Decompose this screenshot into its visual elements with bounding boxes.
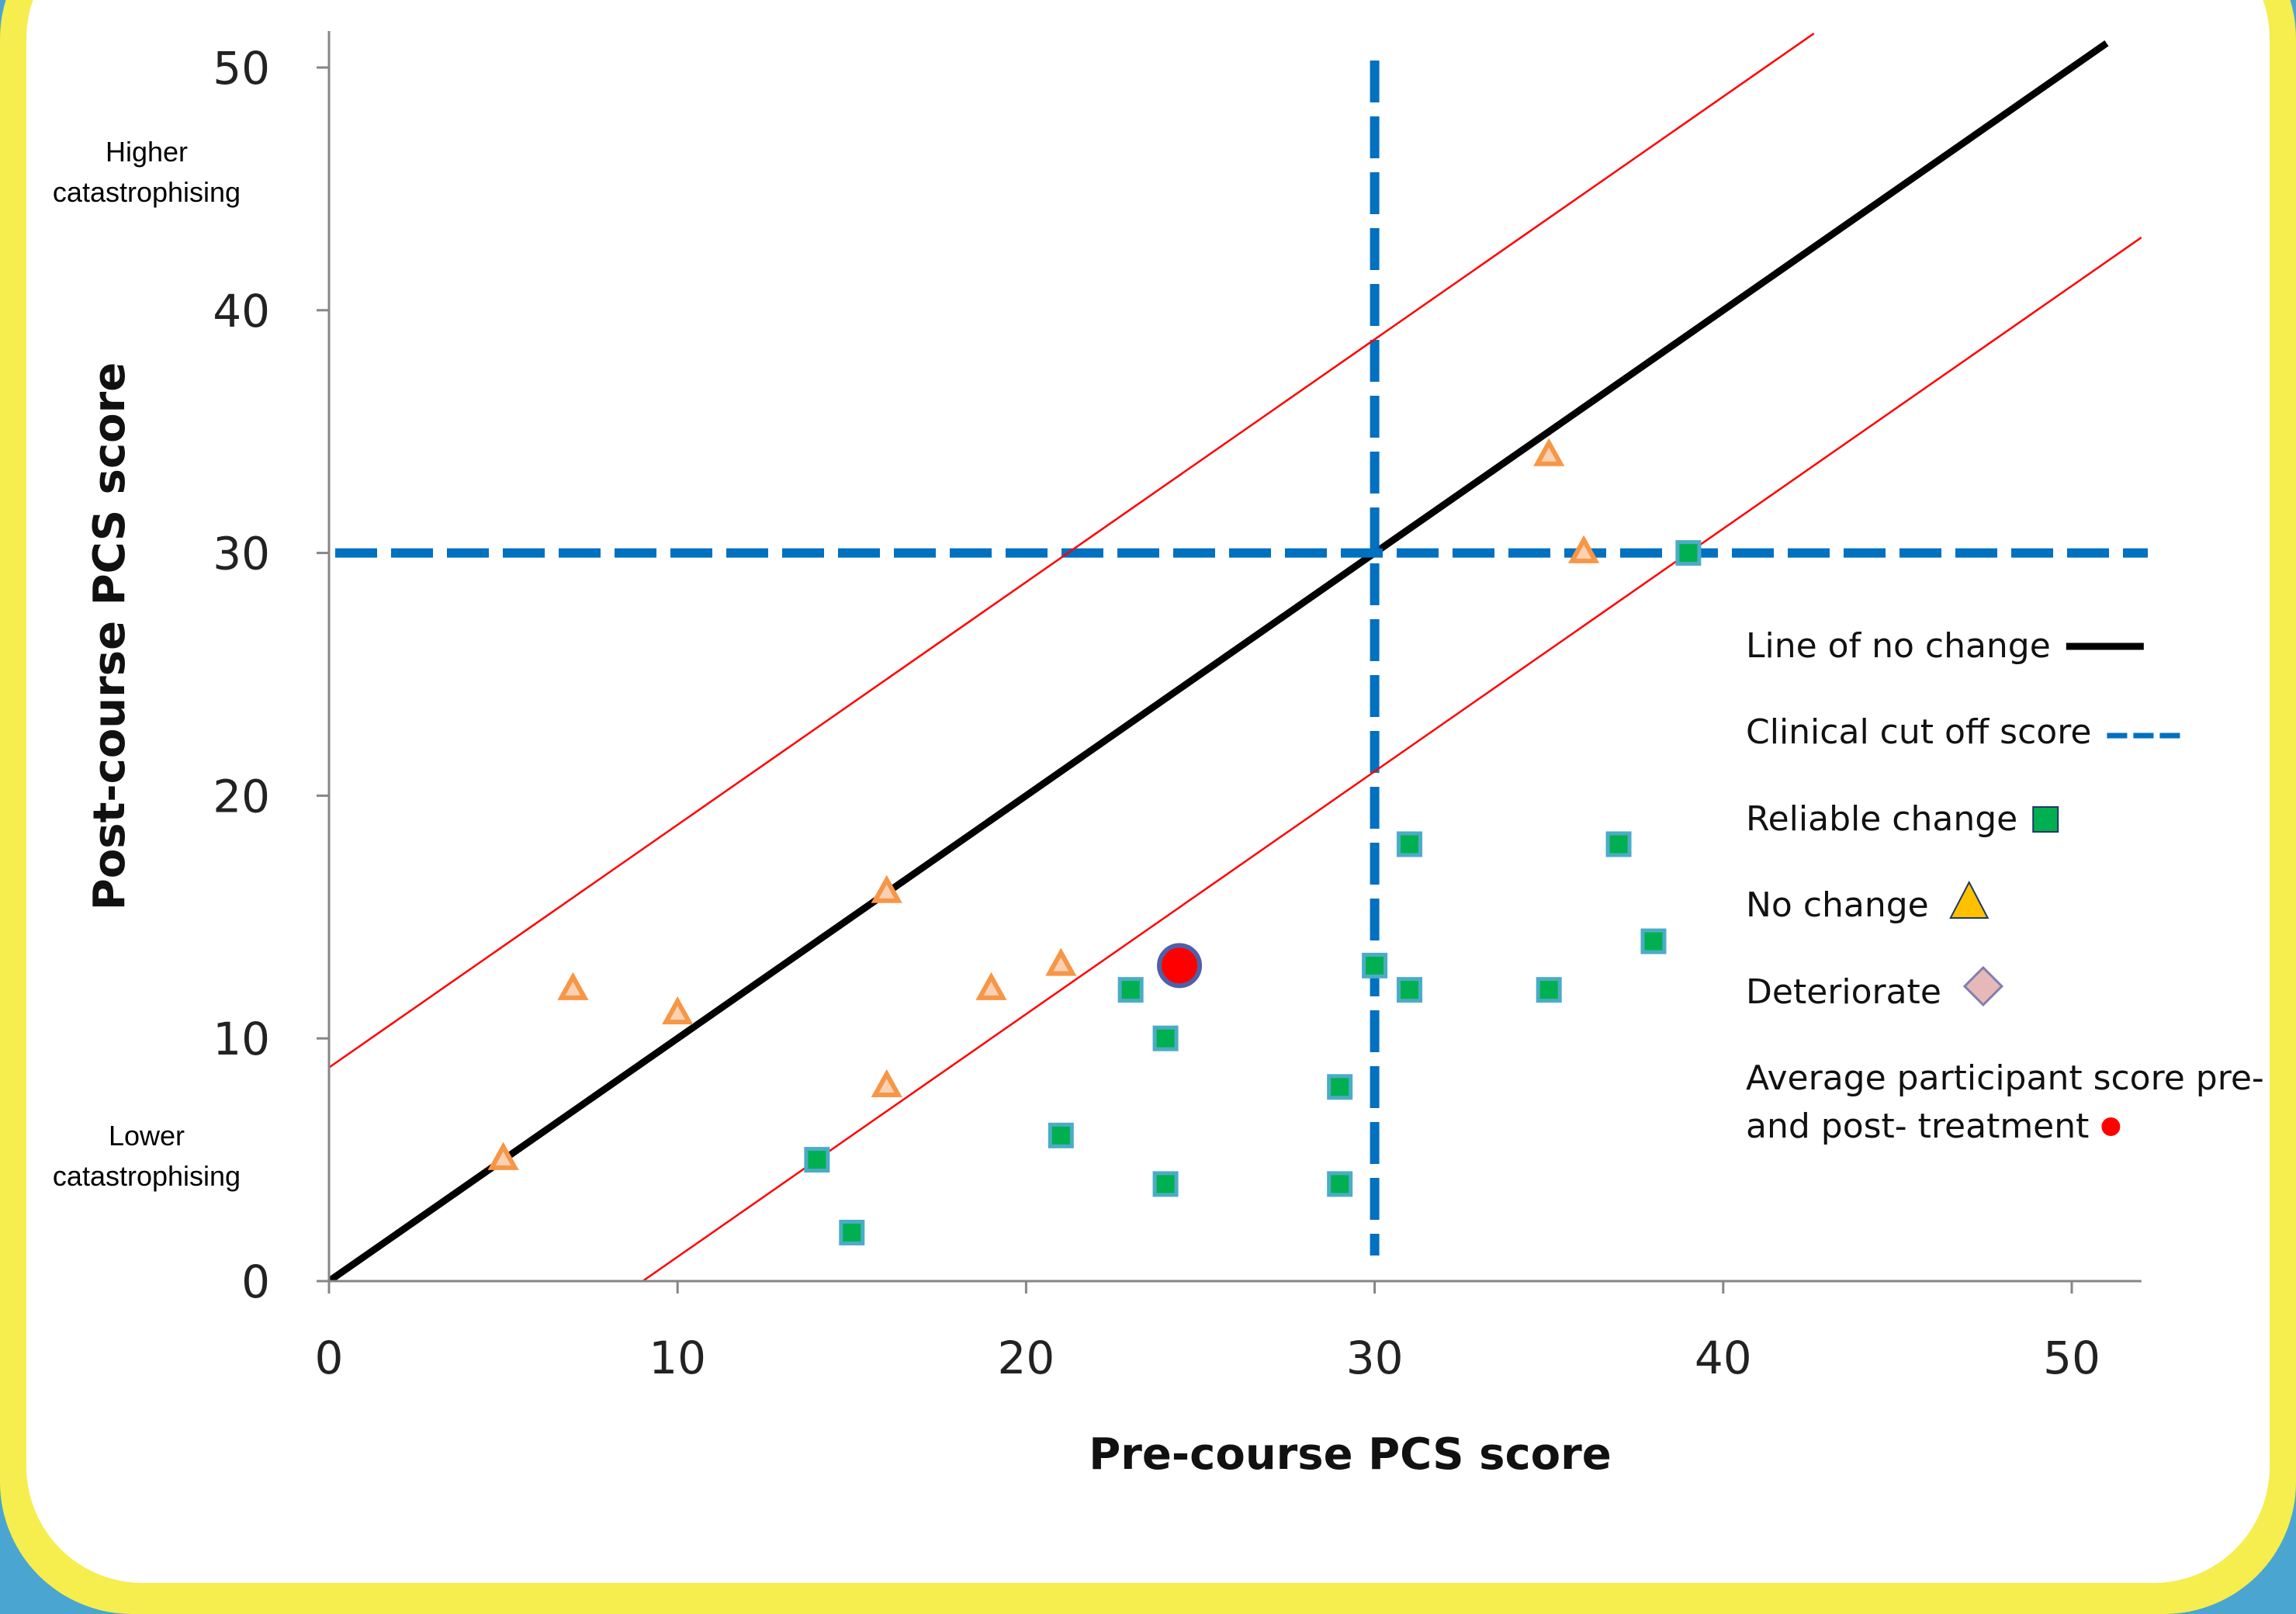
y-tick-label-10: 10: [213, 1013, 270, 1065]
point-square-4: [1152, 1025, 1179, 1051]
legend-label-circle-line1: Average participant score pre-: [1746, 1058, 2264, 1098]
legend-label-diamond: Deteriorate: [1746, 972, 1941, 1012]
point-triangle-8: [1568, 535, 1600, 563]
point-triangle-1: [557, 972, 589, 1000]
y-tick-label-50: 50: [213, 42, 270, 95]
point-square-7: [1327, 1171, 1353, 1197]
lower-catastrophising-note: Lower catastrophising: [34, 1116, 259, 1197]
point-triangle-7: [1533, 438, 1565, 466]
point-square-12: [1605, 831, 1632, 857]
point-square-2: [1048, 1122, 1074, 1148]
point-square-0: [804, 1147, 830, 1173]
reliable-change-upper-bound-3: [329, 33, 1815, 1068]
line-of-no-change-0: [329, 40, 2109, 1281]
point-square-14: [1675, 540, 1702, 566]
reliable-change-lower-bound-4: [642, 236, 2142, 1281]
x-tick-label-50: 50: [2043, 1332, 2100, 1384]
point-triangle-5: [975, 972, 1007, 1000]
point-square-8: [1362, 952, 1388, 978]
x-axis-title: Pre-course PCS score: [1089, 1429, 1611, 1475]
point-circle-0: [1157, 943, 1203, 989]
legend-symbol-circle: [2101, 1117, 2121, 1136]
point-triangle-2: [662, 996, 694, 1025]
legend-symbol-diamond: [1962, 965, 2004, 1007]
point-triangle-3: [871, 875, 902, 903]
x-tick-label-30: 30: [1346, 1332, 1404, 1384]
legend-label-line: Line of no change: [1746, 626, 2051, 666]
x-tick-label-0: 0: [315, 1332, 344, 1384]
x-tick-label-10: 10: [649, 1332, 706, 1384]
higher-note-line2: catastrophising: [52, 176, 241, 208]
point-square-9: [1397, 831, 1423, 857]
y-tick-label-0: 0: [241, 1256, 270, 1308]
legend-symbol-triangle: [1949, 880, 1990, 919]
point-square-5: [1152, 1171, 1179, 1197]
point-triangle-0: [487, 1141, 519, 1170]
x-tick-label-40: 40: [1695, 1332, 1752, 1384]
point-square-13: [1640, 928, 1667, 954]
legend-label-square: Reliable change: [1746, 799, 2017, 839]
pcs-scatter-chart: 0 10 20 30 40 50 0 10 20 30 40 50 Pre-course PCS sco…: [85, 31, 2264, 1475]
y-tick-label-40: 40: [213, 285, 270, 338]
lower-note-line2: catastrophising: [52, 1160, 241, 1192]
y-tick-label-30: 30: [213, 528, 270, 580]
higher-catastrophising-note: Higher catastrophising: [34, 132, 259, 213]
y-tick-label-20: 20: [213, 770, 270, 823]
point-triangle-6: [1045, 947, 1077, 976]
point-triangle-4: [871, 1068, 902, 1098]
legend-label-triangle: No change: [1746, 885, 1929, 925]
point-square-10: [1397, 977, 1423, 1003]
x-tick-label-20: 20: [997, 1332, 1054, 1384]
higher-note-line1: Higher: [105, 136, 189, 168]
point-square-6: [1327, 1074, 1353, 1100]
legend-label-circle-line2: and post- treatment: [1746, 1107, 2089, 1146]
legend-label-dash: Clinical cut off score: [1746, 712, 2091, 752]
lower-note-line1: Lower: [108, 1120, 185, 1152]
point-square-11: [1536, 977, 1562, 1003]
point-square-1: [839, 1219, 865, 1245]
chart-panel: [26, 0, 2270, 1583]
point-square-3: [1117, 977, 1144, 1003]
y-axis-title: Post-course PCS score: [85, 362, 135, 910]
legend-symbol-square: [2032, 806, 2059, 833]
